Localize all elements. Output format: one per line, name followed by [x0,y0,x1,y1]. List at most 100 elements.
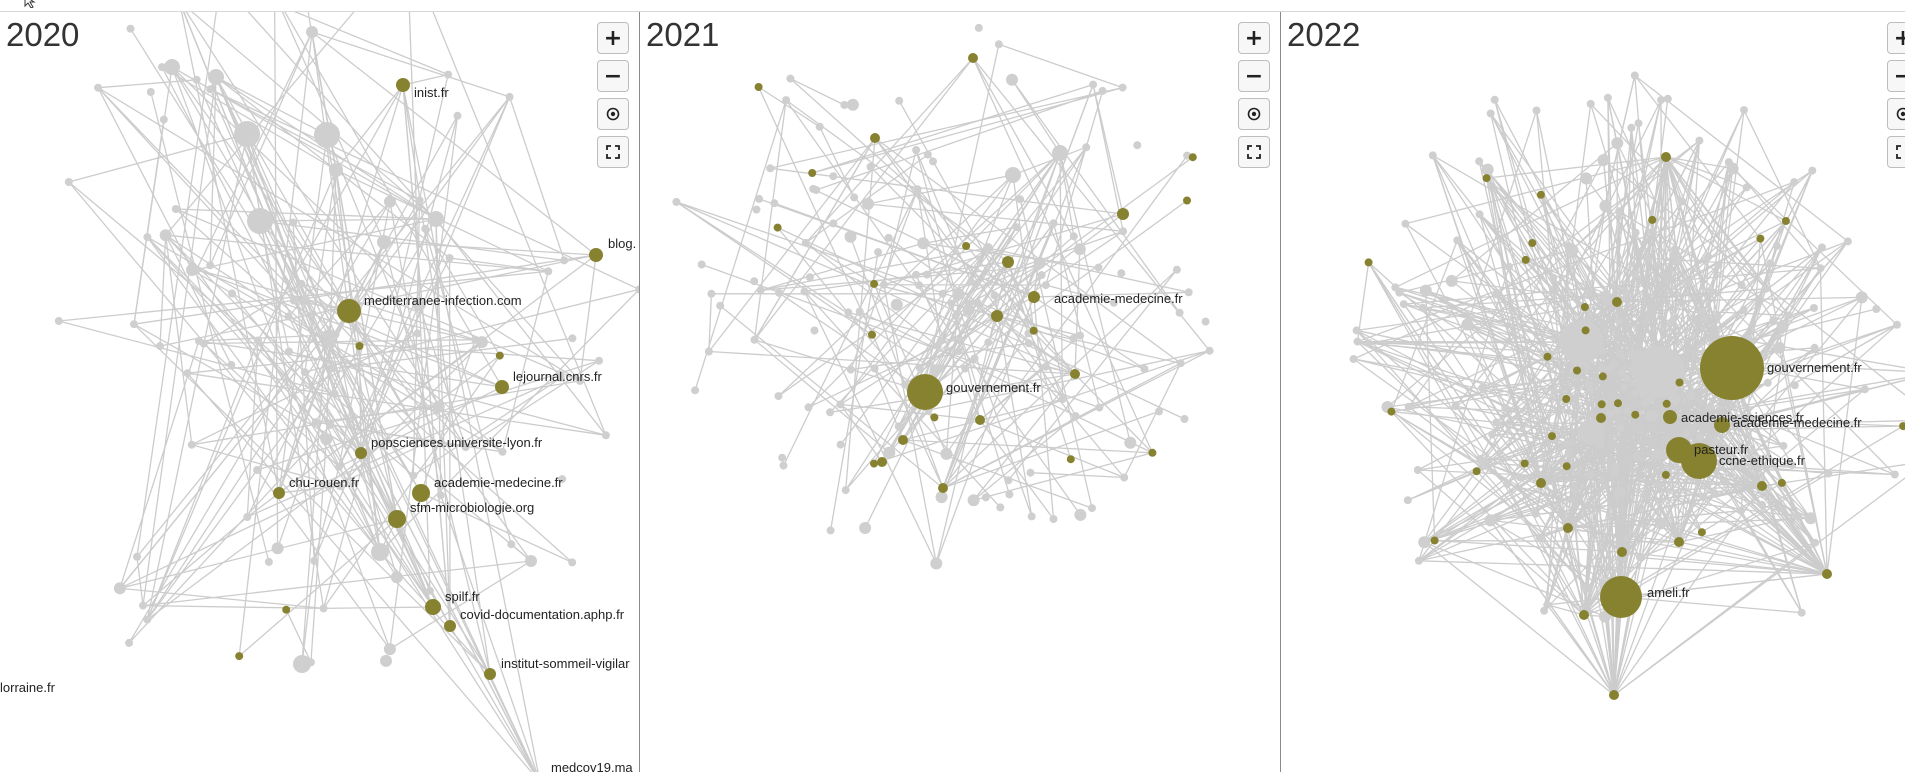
graph-node[interactable] [159,115,168,124]
graph-node[interactable] [1648,228,1657,236]
graph-node[interactable] [1772,241,1781,250]
graph-node[interactable] [289,218,298,227]
graph-node[interactable] [1567,351,1576,360]
recenter-button[interactable] [1887,98,1905,130]
graph-node[interactable] [1353,337,1362,346]
graph-node[interactable] [1566,244,1579,257]
graph-node[interactable] [1737,506,1746,515]
graph-node[interactable] [1631,378,1640,387]
highlight-node[interactable] [1666,437,1692,463]
graph-node[interactable] [130,320,138,329]
graph-node[interactable] [54,317,63,325]
highlight-node[interactable] [273,487,285,499]
fullscreen-button[interactable] [597,136,629,168]
graph-node[interactable] [1475,210,1484,219]
graph-node[interactable] [1613,486,1626,499]
fullscreen-button[interactable] [1887,136,1905,168]
graph-node[interactable] [1630,270,1639,279]
graph-node[interactable] [1893,320,1901,329]
node-label[interactable]: gouvernement.fr [946,380,1041,395]
highlight-node[interactable] [1472,467,1481,476]
highlight-node[interactable] [1614,399,1622,408]
highlight-node[interactable] [396,78,410,92]
graph-node[interactable] [1644,346,1657,359]
graph-node[interactable] [1069,232,1078,241]
highlight-node[interactable] [1070,369,1080,379]
graph-node[interactable] [1597,154,1610,167]
highlight-node[interactable] [1822,569,1832,579]
graph-node[interactable] [1004,476,1013,485]
highlight-node[interactable] [1597,400,1606,409]
graph-node[interactable] [779,461,788,470]
graph-node[interactable] [1634,119,1643,128]
graph-node[interactable] [428,211,444,227]
graph-node[interactable] [810,326,819,335]
graph-node[interactable] [913,185,922,194]
graph-node[interactable] [301,295,310,304]
graph-node[interactable] [970,354,979,363]
highlight-node[interactable] [1661,152,1671,162]
graph-node[interactable] [996,503,1005,512]
graph-node[interactable] [1584,288,1592,296]
graph-node[interactable] [707,289,716,298]
graph-node[interactable] [1632,452,1641,461]
graph-node[interactable] [1365,339,1373,348]
node-label[interactable]: covid-documentation.aphp.fr [460,607,625,622]
graph-node[interactable] [1585,380,1594,389]
graph-node[interactable] [1549,273,1558,282]
graph-node[interactable] [804,403,813,412]
graph-node[interactable] [1726,162,1739,175]
highlight-node[interactable] [1387,407,1396,416]
graph-node[interactable] [1486,109,1495,118]
graph-node[interactable] [1699,493,1708,501]
zoom-out-button[interactable]: − [597,60,629,92]
graph-node[interactable] [1074,508,1087,521]
node-label[interactable]: ccne-ethique.fr [1719,453,1806,468]
graph-node[interactable] [1089,80,1098,89]
graph-node[interactable] [601,431,610,440]
graph-node[interactable] [1639,369,1648,378]
graph-node[interactable] [436,491,445,500]
graph-node[interactable] [1615,207,1624,216]
graph-node[interactable] [507,540,516,549]
graph-node[interactable] [994,40,1003,49]
graph-node[interactable] [1418,303,1427,312]
recenter-button[interactable] [1238,98,1270,130]
graph-node[interactable] [1058,395,1067,404]
graph-node[interactable] [1696,433,1705,442]
graph-node[interactable] [310,556,319,565]
graph-node[interactable] [770,199,779,208]
highlight-node[interactable] [1573,366,1581,375]
graph-node[interactable] [1769,316,1778,325]
node-label[interactable]: mediterranee-infection.com [364,293,522,308]
graph-node[interactable] [1630,389,1639,397]
graph-node[interactable] [1758,500,1766,509]
highlight-node[interactable] [1581,326,1590,335]
graph-node[interactable] [1488,430,1497,439]
graph-node[interactable] [1622,289,1631,298]
graph-node[interactable] [1453,236,1462,245]
highlight-node[interactable] [484,668,496,680]
node-label[interactable]: lejournal.cnrs.fr [513,369,603,384]
highlight-node[interactable] [1183,196,1191,205]
highlight-node[interactable] [444,620,456,632]
graph-node[interactable] [929,364,942,377]
graph-node[interactable] [556,373,565,382]
graph-node[interactable] [1657,349,1666,358]
graph-node[interactable] [1095,403,1104,412]
highlight-node[interactable] [930,413,939,422]
graph-node[interactable] [335,462,343,471]
graph-node[interactable] [254,336,262,345]
graph-node[interactable] [1071,412,1080,421]
graph-node[interactable] [247,208,273,234]
graph-node[interactable] [890,298,903,311]
graph-node[interactable] [1501,404,1510,412]
graph-node[interactable] [1669,251,1678,260]
graph-node[interactable] [1033,256,1046,269]
graph-node[interactable] [1804,512,1817,525]
graph-node[interactable] [1633,350,1642,359]
graph-node[interactable] [1734,416,1747,428]
graph-node[interactable] [1843,237,1852,246]
graph-node[interactable] [1816,264,1825,273]
graph-node[interactable] [1505,262,1513,271]
